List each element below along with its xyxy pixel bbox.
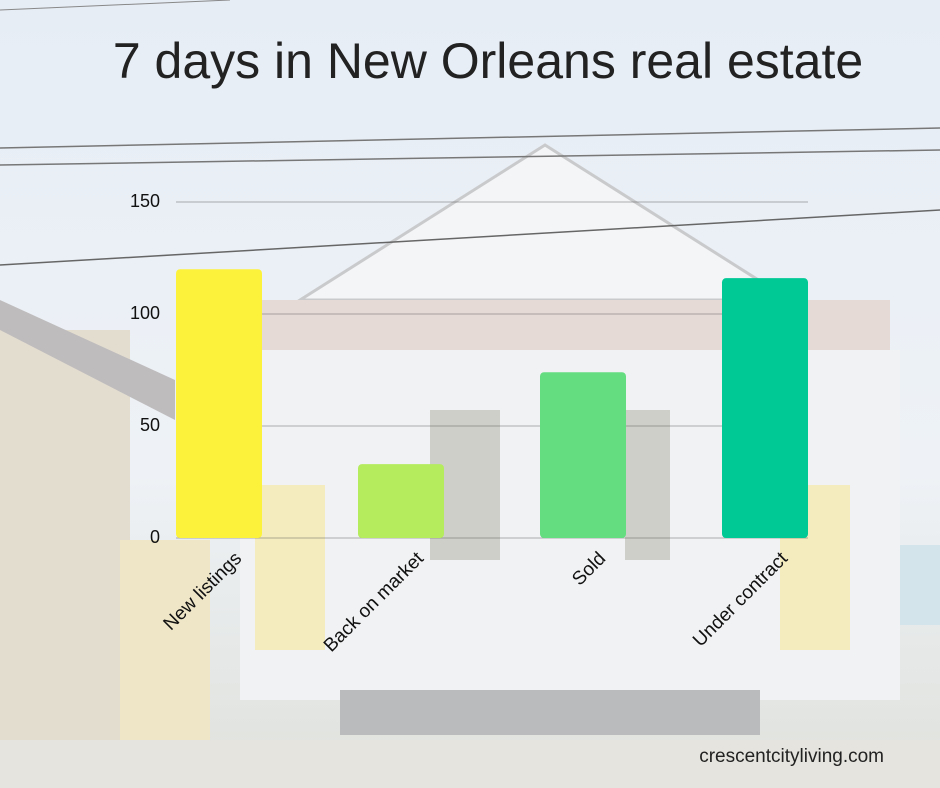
y-tick-label: 150 [130,191,160,211]
bar [540,372,626,538]
chart-title: 7 days in New Orleans real estate [113,33,863,89]
y-tick-label: 50 [140,415,160,435]
y-tick-label: 100 [130,303,160,323]
source-label: crescentcityliving.com [699,746,884,767]
bar [358,464,444,538]
bar [722,278,808,538]
y-tick-label: 0 [150,527,160,547]
bar [176,269,262,538]
